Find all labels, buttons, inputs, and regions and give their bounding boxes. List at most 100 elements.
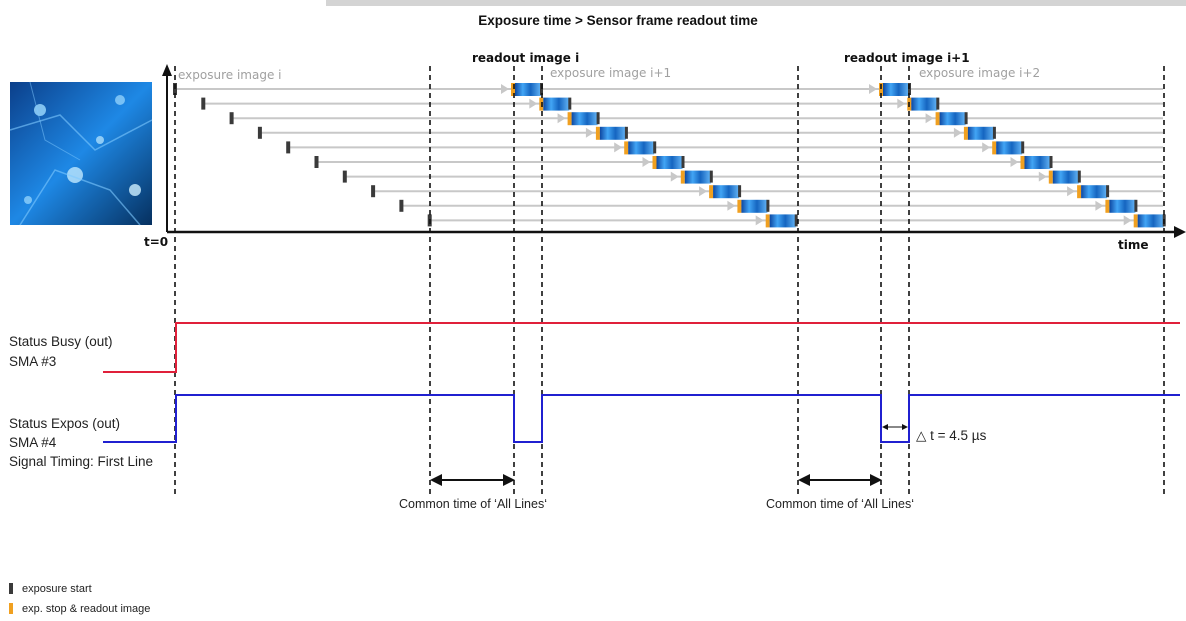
readout-image-strip xyxy=(599,126,626,140)
readout-marker xyxy=(737,199,742,213)
readout-image-strip xyxy=(1024,156,1051,169)
readout-image-strip xyxy=(769,214,796,228)
exposure-start-marker xyxy=(964,112,968,125)
exposure-start-marker xyxy=(766,199,770,212)
readout-marker xyxy=(935,112,940,126)
readout-image-strip xyxy=(543,97,570,111)
row-arrowhead xyxy=(614,142,623,153)
exposure-start-marker xyxy=(201,97,206,110)
exposure-start-marker xyxy=(936,97,940,110)
timing-markers xyxy=(174,66,1165,495)
readout-image-strip xyxy=(656,156,683,169)
exposure-start-marker xyxy=(653,141,657,154)
readout-image-strip xyxy=(741,199,768,213)
row-arrowhead xyxy=(869,84,877,94)
common-time-label-2: Common time of ‘All Lines‘ xyxy=(766,497,914,511)
exposure-start-marker xyxy=(1021,141,1025,154)
busy-signal xyxy=(103,322,1180,373)
readout-image-strip xyxy=(996,141,1023,155)
header-bar xyxy=(326,0,1186,6)
row-arrowhead xyxy=(1067,186,1076,197)
common-time-arrow-2 xyxy=(798,474,882,486)
exposure-start-marker xyxy=(342,170,347,183)
readout-marker xyxy=(709,185,714,199)
delta-t-label: △ t = 4.5 µs xyxy=(916,428,987,443)
readout-image-strip xyxy=(515,83,541,96)
delta-t-arrow xyxy=(882,424,908,430)
exposure-start-marker xyxy=(1077,170,1081,183)
diagram-title: Exposure time > Sensor frame readout tim… xyxy=(478,13,758,28)
row-arrowhead xyxy=(1038,171,1047,182)
y-axis xyxy=(162,64,172,232)
exposure-start-marker xyxy=(568,97,572,110)
row-arrowhead xyxy=(557,113,566,124)
row-arrowhead xyxy=(642,157,651,167)
exposure-start-marker xyxy=(624,126,628,139)
exposure-start-marker xyxy=(596,112,600,125)
time-axis-label: time xyxy=(1118,238,1149,252)
exposure-start-marker xyxy=(992,126,996,139)
readout-marker xyxy=(879,83,883,96)
readout-marker xyxy=(680,170,685,184)
row-arrowhead xyxy=(501,84,509,94)
sensor-rows xyxy=(173,83,1166,228)
row-arrowhead xyxy=(953,127,962,138)
readout-marker xyxy=(1133,214,1138,228)
readout-marker xyxy=(624,141,629,155)
readout-marker xyxy=(1077,185,1082,199)
legend-exposure-start-label: exposure start xyxy=(22,583,92,595)
readout-image-strip xyxy=(883,83,909,96)
exposure-start-marker xyxy=(314,156,319,168)
exposure-start-marker xyxy=(1049,156,1053,168)
exposure-start-marker xyxy=(286,141,291,154)
row-arrowhead xyxy=(755,215,764,226)
exposure-start-marker xyxy=(399,199,404,212)
row-arrowhead xyxy=(727,200,736,211)
row-arrowhead xyxy=(1123,215,1132,226)
readout-image-strip xyxy=(1081,185,1108,199)
exposure-start-marker xyxy=(229,112,234,125)
row-arrowhead xyxy=(925,113,934,124)
origin-label: t=0 xyxy=(144,235,168,249)
exposure-start-marker xyxy=(371,185,376,198)
readout-marker xyxy=(765,214,770,228)
expos-label-line2: SMA #4 xyxy=(9,435,57,450)
readout-marker xyxy=(652,156,657,169)
exposure-start-marker xyxy=(681,156,685,168)
common-time-arrow-1 xyxy=(430,474,515,486)
readout-image-strip xyxy=(967,126,994,140)
readout-marker xyxy=(1020,156,1025,169)
row-arrowhead xyxy=(670,171,679,182)
label-exposure-image-i: exposure image i xyxy=(178,68,281,82)
readout-image-strip xyxy=(628,141,655,155)
legend-readout-label: exp. stop & readout image xyxy=(22,603,150,615)
legend-readout-swatch xyxy=(9,603,13,614)
exposure-start-marker xyxy=(1134,199,1138,212)
readout-image-strip xyxy=(911,97,938,111)
readout-marker xyxy=(595,126,600,140)
row-arrowhead xyxy=(1010,157,1019,167)
label-exposure-image-i1: exposure image i+1 xyxy=(550,66,671,80)
exposure-start-marker xyxy=(709,170,713,183)
row-arrowhead xyxy=(1095,200,1104,211)
common-time-label-1: Common time of ‘All Lines‘ xyxy=(399,497,547,511)
time-axis xyxy=(167,226,1186,238)
expos-label-line3: Signal Timing: First Line xyxy=(9,454,153,469)
legend-exposure-start-swatch xyxy=(9,583,13,594)
label-readout-image-i: readout image i xyxy=(472,51,579,65)
readout-marker xyxy=(963,126,968,140)
sensor-image xyxy=(9,81,153,226)
readout-image-strip xyxy=(939,112,966,126)
row-arrowhead xyxy=(585,127,594,138)
busy-label-line2: SMA #3 xyxy=(9,354,56,369)
label-readout-image-i1: readout image i+1 xyxy=(844,51,970,65)
readout-image-strip xyxy=(1109,199,1136,213)
expos-label-line1: Status Expos (out) xyxy=(9,416,120,431)
label-exposure-image-i2: exposure image i+2 xyxy=(919,66,1040,80)
row-arrowhead xyxy=(699,186,708,197)
readout-image-strip xyxy=(713,185,740,199)
readout-marker xyxy=(511,83,515,96)
readout-image-strip xyxy=(1137,214,1164,228)
readout-marker xyxy=(1105,199,1110,213)
